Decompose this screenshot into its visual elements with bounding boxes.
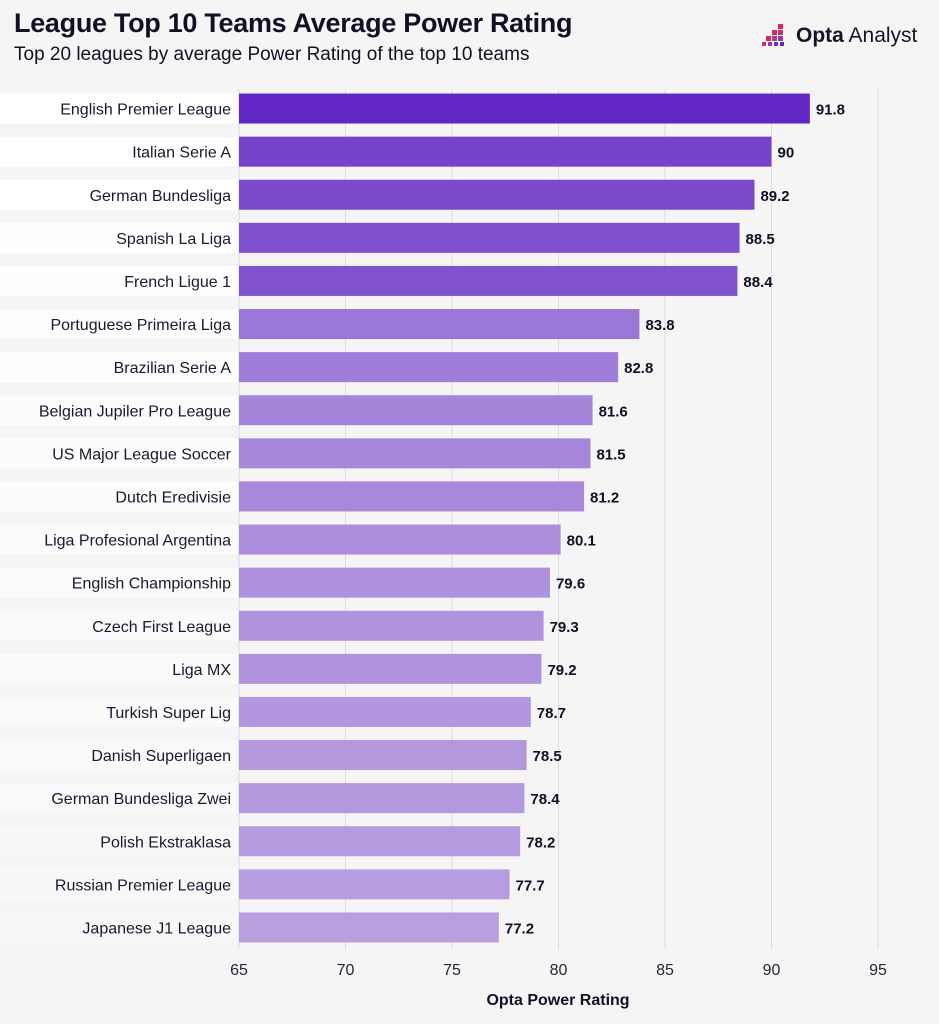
category-label: German Bundesliga [90, 188, 232, 205]
row-label-background [0, 395, 239, 426]
category-label: German Bundesliga Zwei [51, 791, 231, 808]
category-label: English Championship [72, 576, 231, 593]
data-label: 83.8 [645, 317, 674, 334]
row-label-background [0, 179, 239, 210]
bar [239, 653, 542, 684]
category-label: Liga MX [172, 662, 231, 679]
row-label-background [0, 352, 239, 383]
bar [239, 136, 772, 167]
row-label-background [0, 93, 239, 124]
bar [239, 395, 593, 426]
category-label: Italian Serie A [132, 145, 231, 162]
category-label: Spanish La Liga [116, 231, 231, 248]
data-label: 88.5 [746, 231, 775, 248]
row-label-background [0, 567, 239, 598]
x-tick-label: 90 [763, 962, 781, 979]
bar [239, 524, 561, 555]
category-label: Polish Ekstraklasa [100, 834, 231, 851]
bar [239, 309, 640, 340]
x-tick-label: 95 [869, 962, 887, 979]
row-label-background [0, 136, 239, 167]
category-label: Liga Profesional Argentina [44, 533, 231, 550]
data-label: 89.2 [760, 188, 789, 205]
category-label: Portuguese Primeira Liga [50, 317, 231, 334]
row-label-background [0, 826, 239, 857]
category-label: Danish Superligaen [91, 748, 231, 765]
x-tick-label: 80 [550, 962, 568, 979]
row-label-background [0, 222, 239, 253]
bar [239, 222, 740, 253]
x-tick-label: 75 [443, 962, 461, 979]
x-tick-label: 65 [230, 962, 248, 979]
row-label-background [0, 783, 239, 814]
bar [239, 783, 525, 814]
bar [239, 740, 527, 771]
bar [239, 912, 499, 943]
bar [239, 869, 510, 900]
bar [239, 481, 585, 512]
row-label-background [0, 438, 239, 469]
category-label: Czech First League [92, 619, 231, 636]
data-label: 90 [778, 145, 795, 162]
logo-text-bold: Opta [796, 24, 844, 47]
bar [239, 438, 591, 469]
category-label: Dutch Eredivisie [115, 489, 231, 506]
row-label-background [0, 265, 239, 296]
data-label: 77.7 [516, 877, 545, 894]
data-label: 88.4 [743, 274, 773, 291]
logo-text: Analyst [848, 24, 918, 47]
bar [239, 93, 810, 124]
data-label: 78.5 [533, 748, 562, 765]
row-label-background [0, 912, 239, 943]
row-label-background [0, 481, 239, 512]
data-label: 78.2 [526, 834, 555, 851]
bar [239, 567, 550, 598]
category-label: Brazilian Serie A [114, 360, 232, 377]
chart-subtitle: Top 20 leagues by average Power Rating o… [14, 44, 530, 65]
category-label: Japanese J1 League [82, 920, 231, 937]
chart-title: League Top 10 Teams Average Power Rating [14, 8, 573, 38]
bar [239, 179, 755, 210]
category-label: French Ligue 1 [124, 274, 231, 291]
row-label-background [0, 309, 239, 340]
row-label-background [0, 610, 239, 641]
logo-mark-icon [762, 24, 784, 46]
data-label: 82.8 [624, 360, 653, 377]
x-tick-label: 70 [337, 962, 355, 979]
data-label: 78.4 [530, 791, 560, 808]
x-tick-label: 85 [656, 962, 674, 979]
data-label: 77.2 [505, 920, 534, 937]
data-label: 81.2 [590, 489, 619, 506]
data-label: 78.7 [537, 705, 566, 722]
opta-analyst-logo: Opta Analyst [762, 24, 917, 48]
bar [239, 696, 531, 727]
data-label: 79.3 [550, 619, 579, 636]
category-label: Belgian Jupiler Pro League [39, 403, 231, 420]
row-label-background [0, 653, 239, 684]
bar [239, 826, 521, 857]
category-label: Turkish Super Lig [106, 705, 231, 722]
data-label: 79.2 [547, 662, 576, 679]
row-label-background [0, 740, 239, 771]
category-label: English Premier League [60, 102, 231, 119]
bar [239, 265, 738, 296]
data-label: 79.6 [556, 576, 585, 593]
bar [239, 352, 619, 383]
data-label: 80.1 [567, 533, 596, 550]
data-label: 81.5 [596, 446, 625, 463]
category-label: US Major League Soccer [52, 446, 231, 463]
category-label: Russian Premier League [55, 877, 231, 894]
row-label-background [0, 696, 239, 727]
x-axis-title: Opta Power Rating [486, 992, 629, 1009]
bar [239, 610, 544, 641]
data-label: 81.6 [599, 403, 628, 420]
row-label-background [0, 869, 239, 900]
row-label-background [0, 524, 239, 555]
data-label: 91.8 [816, 102, 845, 119]
